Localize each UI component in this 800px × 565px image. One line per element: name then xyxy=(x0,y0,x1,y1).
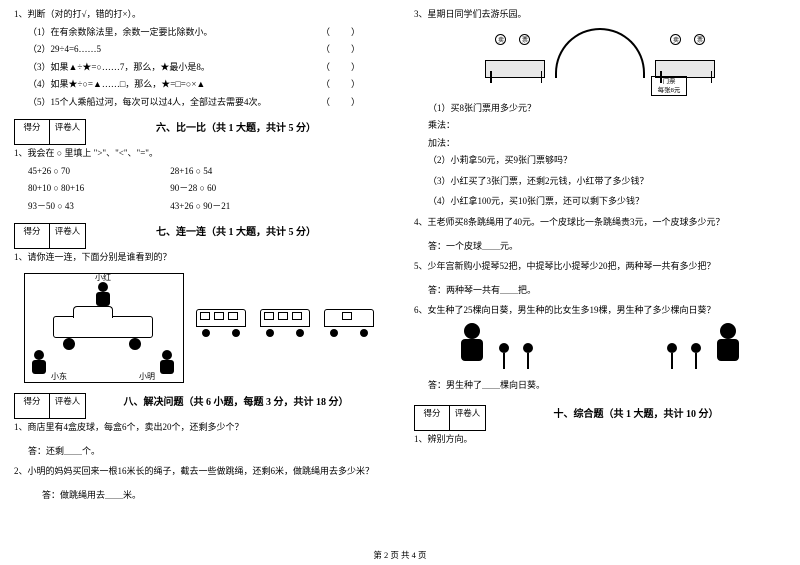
boy-planting xyxy=(660,323,748,373)
section-10-header: 得分 评卷人 十、综合题（共 1 大题，共计 10 分） xyxy=(414,399,786,433)
kid-xm xyxy=(157,350,177,380)
q81-ans: 答：还剩＿＿个。 xyxy=(14,445,386,459)
section-8-title: 八、解决问题（共 6 小题，每题 3 分，共计 18 分） xyxy=(86,387,386,408)
score-box-6: 得分 评卷人 xyxy=(14,119,86,145)
q3-mul: 乘法： xyxy=(414,119,786,133)
q1-i5-text: （5）15个人乘船过河，每次可以过4人，全部过去需要4次。 xyxy=(28,97,267,107)
q3-s1: （1）买8张门票用多少元？ xyxy=(414,102,786,116)
q1-brk-3: （ ） xyxy=(321,61,366,75)
boy-fig xyxy=(708,323,748,373)
gate-illustration: 卖 票 卖 票 门票 每张8元 xyxy=(485,26,715,96)
flower-b2 xyxy=(686,343,706,373)
q81-stem: 1、商店里有4盒皮球，每盒6个，卖出20个，还剩多少个？ xyxy=(14,421,386,435)
q3-s4: （4）小红拿100元，买10张门票，还可以剩下多少钱？ xyxy=(414,195,786,209)
q6-row2: 80+10 ○ 80+16 90－28 ○ 60 xyxy=(14,182,386,196)
q1-item-1: （1）在有余数除法里，余数一定要比除数小。 （ ） xyxy=(14,26,386,40)
q3-s3: （3）小红买了3张门票，还剩2元钱，小红带了多少钱？ xyxy=(414,175,786,189)
q1-i2-text: （2）29÷4=6……5 xyxy=(28,44,101,54)
flower-g2 xyxy=(518,343,538,373)
q1-brk-5: （ ） xyxy=(321,96,366,110)
q6-row1: 45+26 ○ 70 28+16 ○ 54 xyxy=(14,165,386,179)
q7-vans xyxy=(196,309,374,337)
flower-b1 xyxy=(662,343,682,373)
van-2 xyxy=(260,309,310,337)
ticket-price: 每张8元 xyxy=(652,86,686,95)
score-box-7: 得分 评卷人 xyxy=(14,223,86,249)
q6r-ans: 答：男生种了＿＿棵向日葵。 xyxy=(414,379,786,393)
van-1 xyxy=(196,309,246,337)
lantern-r1: 卖 xyxy=(670,34,681,45)
q5-stem: 5、少年宫新购小提琴52把，中提琴比小提琴少20把，两种琴一共有多少把？ xyxy=(414,260,786,274)
plant-illustration xyxy=(414,323,786,373)
q6-r3c2: 43+26 ○ 90－21 xyxy=(170,201,230,211)
xd-label: 小东 xyxy=(51,371,67,382)
section-6-header: 得分 评卷人 六、比一比（共 1 大题，共计 5 分） xyxy=(14,113,386,147)
ticket-sign: 门票 每张8元 xyxy=(651,76,687,96)
score-cell-8b: 评卷人 xyxy=(50,393,86,419)
lantern-l2: 票 xyxy=(519,34,530,45)
girl-fig xyxy=(452,323,492,373)
ticket-label: 门票 xyxy=(652,77,686,86)
score-cell-7a: 得分 xyxy=(14,223,50,249)
xm-label: 小明 xyxy=(139,371,155,382)
q82-stem: 2、小明的妈妈买回来一根16米长的绳子，截去一些做跳绳，还剩6米，做跳绳用去多少… xyxy=(14,465,386,479)
score-cell-6b: 评卷人 xyxy=(50,119,86,145)
section-6-title: 六、比一比（共 1 大题，共计 5 分） xyxy=(86,113,386,134)
q1-brk-4: （ ） xyxy=(321,78,366,92)
q4-stem: 4、王老师买8条跳绳用了40元。一个皮球比一条跳绳贵3元，一个皮球多少元？ xyxy=(414,216,786,230)
score-cell-6a: 得分 xyxy=(14,119,50,145)
section-10-title: 十、综合题（共 1 大题，共计 10 分） xyxy=(486,399,786,420)
booth-left xyxy=(485,60,545,78)
score-cell-10b: 评卷人 xyxy=(450,405,486,431)
section-7-title: 七、连一连（共 1 大题，共计 5 分） xyxy=(86,217,386,238)
van-3 xyxy=(324,309,374,337)
score-box-8: 得分 评卷人 xyxy=(14,393,86,419)
q1-item-2: （2）29÷4=6……5 （ ） xyxy=(14,43,386,57)
lantern-l1: 卖 xyxy=(495,34,506,45)
q1-i1-text: （1）在有余数除法里，余数一定要比除数小。 xyxy=(28,27,213,37)
q1-i4-text: （4）如果★÷○=▲……□，那么，★=□=○×▲ xyxy=(28,79,205,89)
q10-stem: 1、辨别方向。 xyxy=(414,433,786,447)
q3-add: 加法： xyxy=(414,137,786,151)
section-7-header: 得分 评卷人 七、连一连（共 1 大题，共计 5 分） xyxy=(14,217,386,251)
q6-r2c2: 90－28 ○ 60 xyxy=(170,183,216,193)
q5-ans: 答：两种琴一共有＿＿把。 xyxy=(414,284,786,298)
q82-ans: 答：做跳绳用去＿＿米。 xyxy=(14,489,386,503)
flower-g1 xyxy=(494,343,514,373)
q6-r3c1: 93－50 ○ 43 xyxy=(28,200,168,214)
q7-stem: 1、请你连一连，下面分别是谁看到的？ xyxy=(14,251,386,265)
lantern-r2: 票 xyxy=(694,34,705,45)
q3-s2: （2）小莉拿50元，买9张门票够吗？ xyxy=(414,154,786,168)
q4-ans: 答：一个皮球＿＿元。 xyxy=(414,240,786,254)
scene-car xyxy=(53,316,153,350)
score-cell-10a: 得分 xyxy=(414,405,450,431)
q6r-stem: 6、女生种了25棵向日葵，男生种的比女生多19棵，男生种了多少棵向日葵？ xyxy=(414,304,786,318)
right-column: 3、星期日同学们去游乐园。 卖 票 卖 票 门票 每张8元 （1）买8张门票用多… xyxy=(400,0,800,565)
q6-stem: 1、我会在 ○ 里填上 ">"、"<"、"="。 xyxy=(14,147,386,161)
q1-item-3: （3）如果▲÷★=○……7，那么，★最小是8。 （ ） xyxy=(14,61,386,75)
left-column: 1、判断（对的打√，错的打×）。 （1）在有余数除法里，余数一定要比除数小。 （ … xyxy=(0,0,400,565)
score-cell-8a: 得分 xyxy=(14,393,50,419)
gate-arch xyxy=(555,28,645,78)
q6-row3: 93－50 ○ 43 43+26 ○ 90－21 xyxy=(14,200,386,214)
q6-r1c1: 45+26 ○ 70 xyxy=(28,165,168,179)
q1-brk-2: （ ） xyxy=(321,43,366,57)
q7-figure-row: 小红 小东 小明 xyxy=(14,269,386,387)
section-8-header: 得分 评卷人 八、解决问题（共 6 小题，每题 3 分，共计 18 分） xyxy=(14,387,386,421)
q1-item-4: （4）如果★÷○=▲……□，那么，★=□=○×▲ （ ） xyxy=(14,78,386,92)
score-cell-7b: 评卷人 xyxy=(50,223,86,249)
q6-r2c1: 80+10 ○ 80+16 xyxy=(28,182,168,196)
q3-stem: 3、星期日同学们去游乐园。 xyxy=(414,8,786,22)
q6-r1c2: 28+16 ○ 54 xyxy=(170,166,212,176)
q7-scene: 小红 小东 小明 xyxy=(24,273,184,383)
kid-xd xyxy=(29,350,49,380)
q1-brk-1: （ ） xyxy=(321,26,366,40)
page-footer: 第 2 页 共 4 页 xyxy=(0,549,800,561)
girl-planting xyxy=(452,323,540,373)
q1-item-5: （5）15个人乘船过河，每次可以过4人，全部过去需要4次。 （ ） xyxy=(14,96,386,110)
q1-i3-text: （3）如果▲÷★=○……7，那么，★最小是8。 xyxy=(28,62,210,72)
q1-stem: 1、判断（对的打√，错的打×）。 xyxy=(14,8,386,22)
score-box-10: 得分 评卷人 xyxy=(414,405,486,431)
